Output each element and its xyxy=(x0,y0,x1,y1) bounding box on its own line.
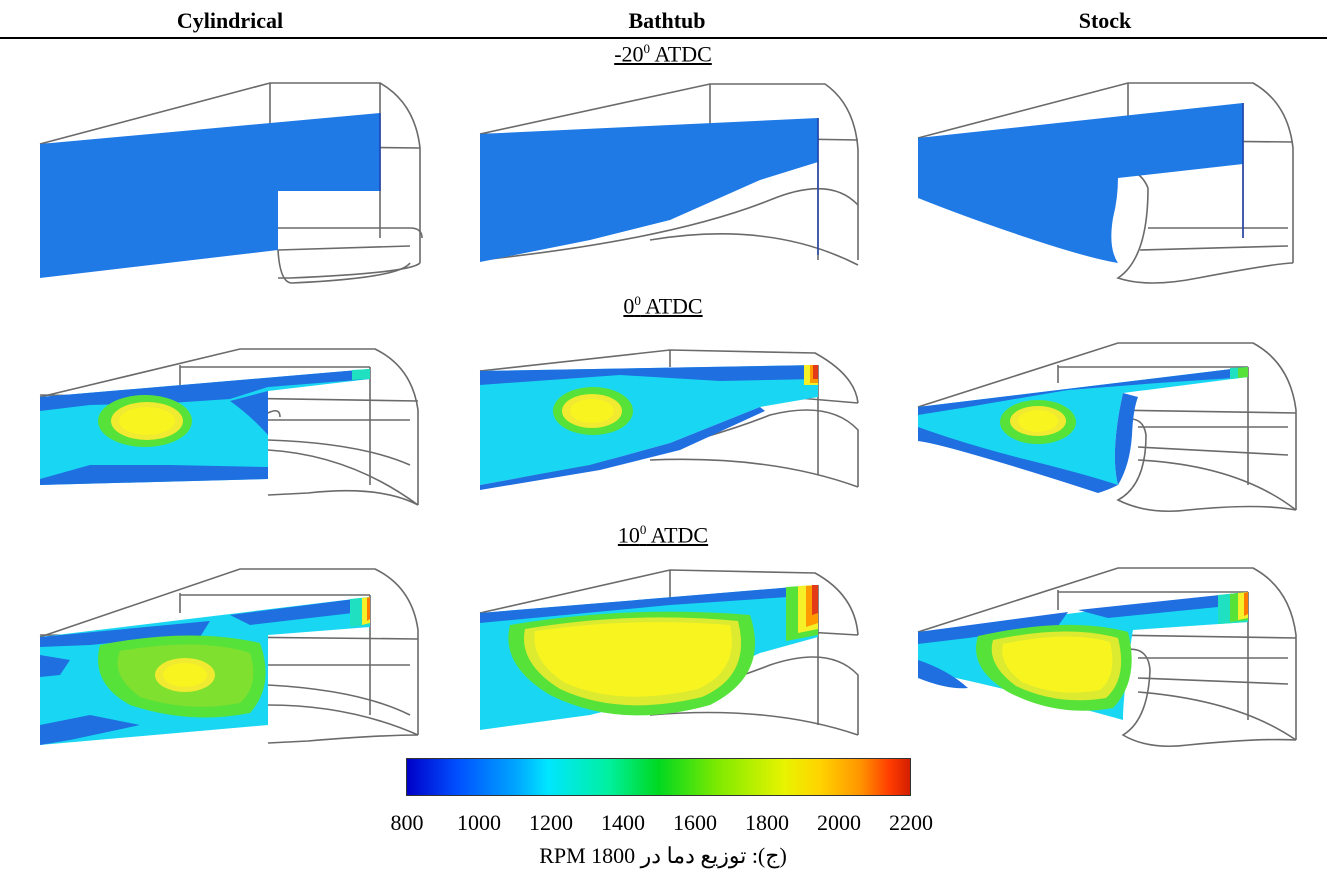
panel-cylindrical-0 xyxy=(30,345,430,515)
panel-stock-minus20 xyxy=(908,78,1308,288)
column-header-cylindrical: Cylindrical xyxy=(176,8,284,33)
time-label-minus20: -200 ATDC xyxy=(614,41,712,67)
header-rule xyxy=(0,37,1327,39)
colorbar-tick: 800 xyxy=(390,810,424,835)
column-header-bathtub: Bathtub xyxy=(628,8,706,33)
colorbar-tick: 1200 xyxy=(529,810,573,835)
panel-stock-0 xyxy=(908,335,1308,525)
colorbar-tick-labels: 800 1000 1200 1400 1600 1800 2000 2200 xyxy=(372,810,952,840)
panel-cylindrical-10 xyxy=(30,565,430,755)
panel-bathtub-10 xyxy=(470,565,870,745)
colorbar-tick: 1000 xyxy=(457,810,501,835)
panel-bathtub-minus20 xyxy=(470,80,870,280)
table-header: Cylindrical Bathtub Stock xyxy=(0,0,1327,40)
panel-stock-10 xyxy=(908,560,1308,760)
colorbar-tick: 1400 xyxy=(601,810,645,835)
panel-cylindrical-minus20 xyxy=(30,78,430,288)
figure-caption: (ج): توزیع دما در 1800 RPM xyxy=(539,843,787,868)
colorbar-tick: 2000 xyxy=(817,810,861,835)
time-label-10: 100 ATDC xyxy=(617,522,709,548)
column-header-stock: Stock xyxy=(1078,8,1132,33)
time-label-0: 00 ATDC xyxy=(623,293,703,319)
colorbar-tick: 1600 xyxy=(673,810,717,835)
colorbar-tick: 2200 xyxy=(889,810,933,835)
panel-bathtub-0 xyxy=(470,345,870,505)
temperature-colorbar xyxy=(406,758,911,796)
colorbar-tick: 1800 xyxy=(745,810,789,835)
